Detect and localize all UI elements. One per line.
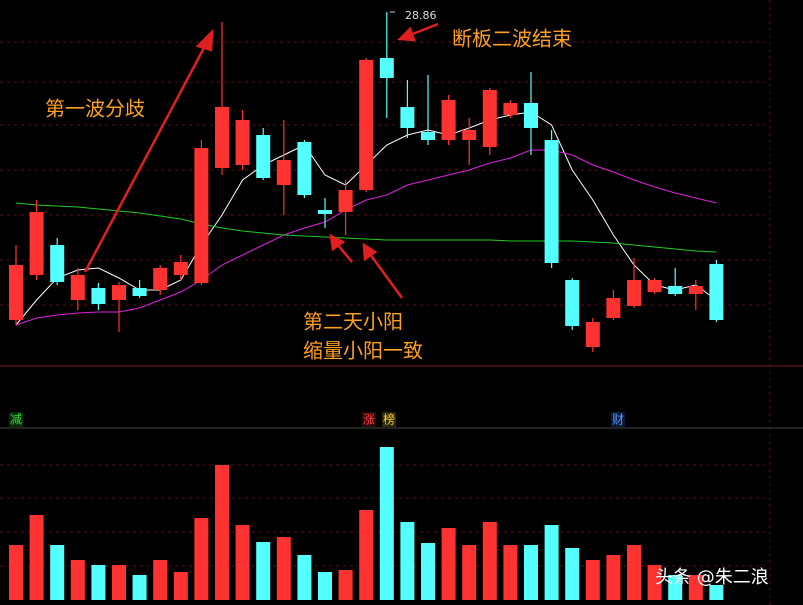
candle-body <box>338 190 353 212</box>
marker: 财 <box>612 413 624 427</box>
volume-bar <box>647 565 662 600</box>
candle-body <box>647 280 662 292</box>
marker: 涨 <box>363 412 375 427</box>
volume-bar <box>441 528 456 600</box>
volume-bar <box>112 565 126 600</box>
annotation: 断板二波结束 <box>452 27 572 51</box>
volume-bar <box>318 572 332 600</box>
volume-bar <box>606 555 621 600</box>
watermark: 头条 @朱二浪 <box>655 567 769 588</box>
volume-bar <box>585 560 600 600</box>
volume-bar <box>235 525 250 600</box>
marker-bg <box>362 412 376 427</box>
candle-body <box>379 58 394 78</box>
volume-bar <box>359 510 374 600</box>
candle-body <box>421 132 435 140</box>
ma-line <box>15 149 717 326</box>
marker-bg <box>382 412 396 427</box>
candle-body <box>132 288 147 296</box>
candle-body <box>441 100 456 140</box>
candle-body <box>70 275 85 300</box>
annotation: 缩量小阳一致 <box>303 339 423 363</box>
volume-bar <box>379 447 394 600</box>
high-label: 28.86 <box>405 9 437 22</box>
marker: 减 <box>10 413 22 427</box>
candle-body <box>9 265 23 320</box>
candle-body <box>194 148 209 283</box>
candle-body <box>524 103 538 128</box>
volume-bar <box>421 543 435 600</box>
volume-bar <box>524 545 538 600</box>
volume-bar <box>70 560 85 600</box>
volume-bar <box>29 515 44 600</box>
candle-body <box>297 142 312 195</box>
candle-body <box>318 210 332 214</box>
marker-bg <box>611 412 625 427</box>
candle-body <box>688 286 703 294</box>
volume-bar <box>276 537 291 600</box>
volume-bar <box>709 585 724 600</box>
candle-body <box>215 107 229 168</box>
volume-bar <box>400 522 415 600</box>
volume-bar <box>297 555 312 600</box>
candle-body <box>173 262 188 275</box>
marker-bg <box>9 412 23 427</box>
volume-bar <box>338 570 353 600</box>
candle-body <box>112 285 126 300</box>
volume-bar <box>194 518 209 600</box>
volume-bar <box>688 575 703 600</box>
candle-body <box>668 286 683 294</box>
candle-body <box>462 130 477 140</box>
candle-body <box>91 288 106 304</box>
candle-body <box>544 140 559 263</box>
volume-bar <box>132 575 147 600</box>
volume-bar <box>565 548 580 600</box>
candle-body <box>235 120 250 165</box>
candle-body <box>585 322 600 347</box>
candle-body <box>256 135 271 178</box>
volume-bar <box>503 545 518 600</box>
candle-body <box>606 298 621 318</box>
candle-body <box>359 60 374 190</box>
candle-body <box>503 103 518 115</box>
volume-bar <box>668 575 683 600</box>
volume-bar <box>50 545 65 600</box>
ma-line <box>15 202 717 253</box>
volume-bar <box>627 545 641 600</box>
volume-bar <box>544 525 559 600</box>
volume-bar <box>91 565 106 600</box>
volume-bar <box>462 545 477 600</box>
annotation: 第二天小阳 <box>303 310 403 334</box>
candle-body <box>50 245 65 282</box>
candle-body <box>482 90 497 147</box>
candle-body <box>565 280 580 326</box>
candle-body <box>29 212 44 275</box>
volume-bar <box>153 560 168 600</box>
volume-bar <box>482 522 497 600</box>
marker: 榜 <box>383 412 395 427</box>
volume-bar <box>215 465 229 600</box>
arrows <box>83 11 439 299</box>
annotation: 第一波分歧 <box>45 97 145 121</box>
candle-body <box>153 268 168 290</box>
candle-body <box>709 264 724 320</box>
candle-body <box>400 107 415 128</box>
volume-bar <box>256 542 271 600</box>
volume-bar <box>9 545 23 600</box>
volume-bar <box>173 572 188 600</box>
candle-body <box>627 280 641 306</box>
candle-body <box>276 160 291 185</box>
